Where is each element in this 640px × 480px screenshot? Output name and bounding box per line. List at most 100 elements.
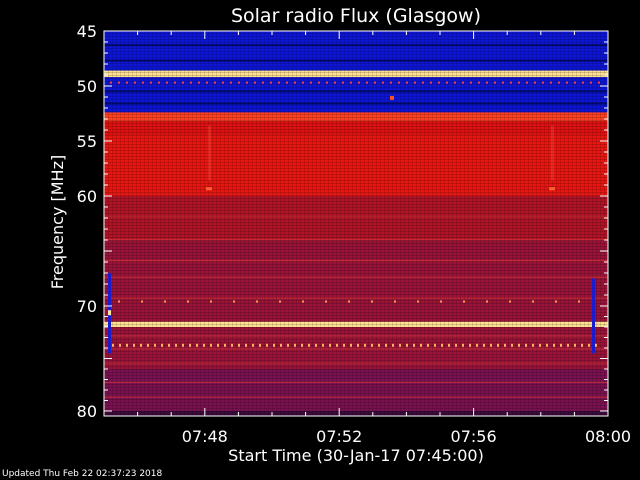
speckle (526, 81, 528, 84)
speckle (392, 343, 394, 347)
speckle (126, 343, 128, 347)
x-tick-label: 07:52 (316, 427, 362, 446)
x-axis: 07:48 07:52 07:56 08:00 (103, 31, 631, 446)
y-axis-label: Frequency [MHz] (48, 155, 67, 289)
speckle (203, 343, 205, 347)
speckle (325, 300, 327, 303)
speckle (147, 343, 149, 347)
speckle (286, 81, 288, 84)
speckle (598, 81, 600, 84)
speckle (394, 300, 396, 303)
speckle (224, 343, 226, 347)
speckle (142, 81, 144, 84)
speckle (378, 343, 380, 347)
y-tick-label: 50 (77, 77, 97, 96)
speckle (133, 343, 135, 347)
speckle (343, 343, 345, 347)
y-tick-label: 45 (77, 22, 97, 41)
speckle (509, 300, 511, 303)
x-tick-label: 07:56 (451, 427, 497, 446)
speckle (441, 343, 443, 347)
vertical-burst (551, 125, 554, 181)
speckle (510, 81, 512, 84)
speckle (371, 300, 373, 303)
hot-spot (549, 187, 555, 191)
speckle (382, 81, 384, 84)
speckle (454, 81, 456, 84)
speckle (238, 343, 240, 347)
speckle (574, 81, 576, 84)
speckle (210, 300, 212, 303)
speckle (119, 343, 121, 347)
speckle (189, 343, 191, 347)
speckle (518, 343, 520, 347)
speckle (322, 343, 324, 347)
speckle (542, 81, 544, 84)
texture-overlay (104, 31, 608, 416)
speckle (398, 81, 400, 84)
speckle (287, 343, 289, 347)
speckle (560, 343, 562, 347)
speckle (259, 343, 261, 347)
speckle (532, 300, 534, 303)
speckle (469, 343, 471, 347)
speckle (342, 81, 344, 84)
speckle (555, 300, 557, 303)
speckle (558, 81, 560, 84)
speckle (270, 81, 272, 84)
speckle (161, 343, 163, 347)
speckle (329, 343, 331, 347)
speckle (308, 343, 310, 347)
speckle (438, 81, 440, 84)
speckle (350, 81, 352, 84)
speckle (326, 81, 328, 84)
vertical-burst (208, 125, 211, 181)
speckle (590, 81, 592, 84)
speckle (252, 343, 254, 347)
speckle (539, 343, 541, 347)
speckle (427, 343, 429, 347)
speckle (294, 81, 296, 84)
speckle (574, 343, 576, 347)
speckle (294, 343, 296, 347)
speckle (504, 343, 506, 347)
speckle (385, 343, 387, 347)
speckle (348, 300, 350, 303)
speckle (595, 343, 597, 347)
speckle (279, 300, 281, 303)
speckle (245, 343, 247, 347)
speckle (470, 81, 472, 84)
speckle (182, 81, 184, 84)
speckle (154, 343, 156, 347)
speckle (406, 343, 408, 347)
x-axis-label: Start Time (30-Jan-17 07:45:00) (228, 446, 484, 465)
speckle (578, 300, 580, 303)
speckle (534, 81, 536, 84)
speckle (486, 300, 488, 303)
speckle (210, 343, 212, 347)
speckle (582, 81, 584, 84)
speckle (302, 81, 304, 84)
speckle (462, 343, 464, 347)
speckle (196, 343, 198, 347)
chart-title: Solar radio Flux (Glasgow) (231, 5, 481, 27)
speckle (357, 343, 359, 347)
speckle (238, 81, 240, 84)
speckle (462, 81, 464, 84)
speckle (301, 343, 303, 347)
speckle (483, 343, 485, 347)
speckle (118, 81, 120, 84)
speckle (567, 343, 569, 347)
hot-spot (206, 187, 212, 191)
speckle (140, 343, 142, 347)
speckle (553, 343, 555, 347)
speckle (494, 81, 496, 84)
speckle (434, 343, 436, 347)
speckle (518, 81, 520, 84)
speckle (497, 343, 499, 347)
speckle (206, 81, 208, 84)
speckle (446, 81, 448, 84)
speckle (406, 81, 408, 84)
speckle (440, 300, 442, 303)
speckle (486, 81, 488, 84)
